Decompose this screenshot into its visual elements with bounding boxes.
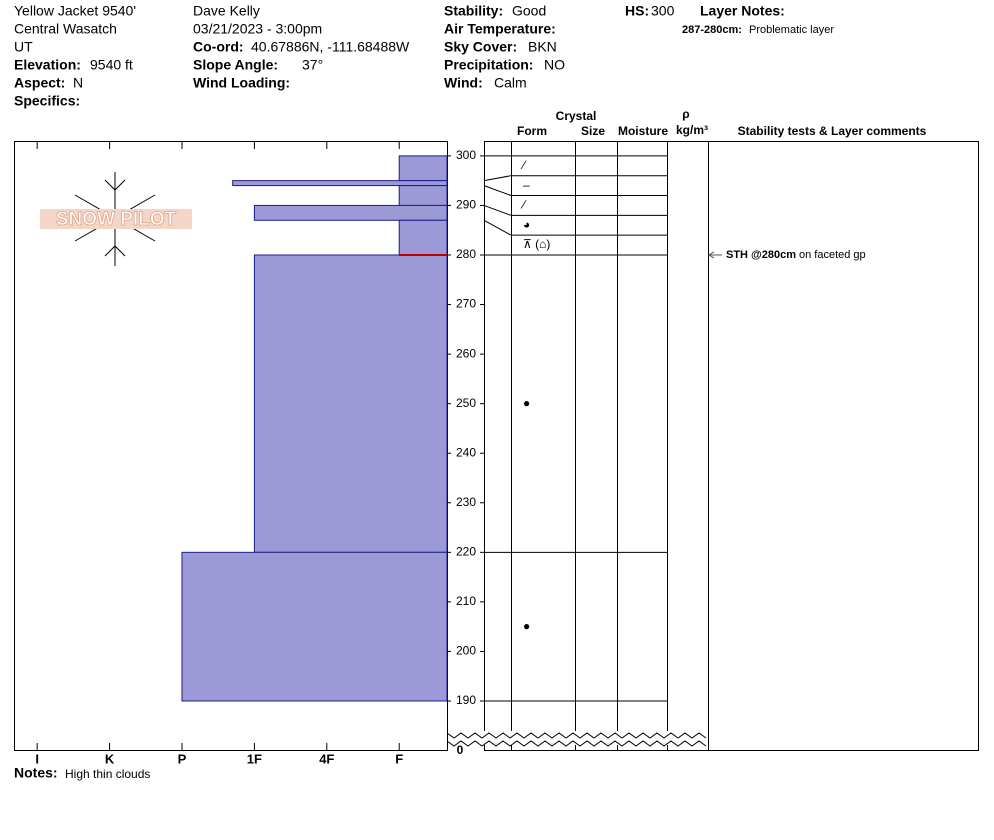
field-label: Slope Angle:	[193, 57, 278, 73]
field-value: 300	[651, 3, 675, 19]
test-arrowhead	[708, 251, 715, 259]
field-label: Air Temperature:	[444, 21, 556, 37]
logo-text: SNOW PILOT	[56, 209, 177, 230]
field-label: Precipitation:	[444, 57, 533, 73]
hardness-layer	[398, 155, 448, 182]
layer-connector	[483, 175, 512, 182]
y-tick-label: 260	[456, 346, 476, 360]
grain-form: ⊼ (⌂)	[523, 237, 550, 251]
hardness-layer	[253, 254, 448, 553]
grain-form: ∕	[520, 158, 527, 172]
location: UT	[14, 39, 33, 55]
grain-form: –	[523, 178, 530, 192]
grain-form: ∕	[520, 198, 527, 212]
y-tick-label: 200	[456, 644, 476, 658]
column-header: Stability tests & Layer comments	[738, 124, 927, 138]
y-tick-label: 250	[456, 396, 476, 410]
layer-connector	[483, 219, 512, 236]
hardness-layer	[253, 204, 448, 221]
hardness-label: P	[178, 751, 187, 766]
column-header: kg/m³	[676, 123, 708, 137]
field-value: 40.67886N, -111.68488W	[251, 39, 410, 55]
field-label: Layer Notes:	[700, 3, 785, 19]
observer: Dave Kelly	[193, 3, 260, 19]
grain-form: ●	[523, 396, 530, 410]
column-header: Moisture	[618, 124, 668, 138]
hardness-layer	[398, 219, 448, 256]
axis-break	[446, 732, 707, 739]
field-label: Elevation:	[14, 57, 81, 73]
field-value: BKN	[528, 39, 557, 55]
column-header: Form	[517, 124, 547, 138]
y-tick-label: 190	[456, 693, 476, 707]
y-tick-label: 210	[456, 594, 476, 608]
hardness-label: 4F	[319, 751, 334, 766]
test-result: STH @280cm	[726, 249, 796, 261]
field-label: Wind:	[444, 75, 483, 91]
hardness-label: 1F	[247, 751, 262, 766]
y-tick-label: 240	[456, 445, 476, 459]
hardness-label: F	[395, 751, 403, 766]
field-label: Aspect:	[14, 75, 65, 91]
field-label: Specifics:	[14, 93, 80, 109]
field-label: Wind Loading:	[193, 75, 290, 91]
hardness-layer	[232, 180, 448, 187]
y-tick-label: 300	[456, 148, 476, 162]
notes-text: High thin clouds	[65, 767, 150, 781]
grain-form: ●	[523, 619, 530, 633]
hardness-layer	[398, 185, 448, 206]
field-value: Good	[512, 3, 546, 19]
y-tick-label: 280	[456, 247, 476, 261]
location: Yellow Jacket 9540'	[14, 3, 136, 19]
hardness-layer	[181, 551, 448, 702]
field-label: Sky Cover:	[444, 39, 517, 55]
layer-note-range: 287-280cm:	[682, 24, 742, 36]
y-tick-label: 220	[456, 544, 476, 558]
field-value: N	[73, 75, 83, 91]
hardness-label: I	[35, 751, 39, 766]
notes-label: Notes:	[14, 765, 58, 781]
y-tick-label: 290	[456, 198, 476, 212]
column-header: Size	[581, 124, 605, 138]
column-header: ρ	[682, 107, 689, 121]
y-tick-label: 270	[456, 297, 476, 311]
grain-form: ◕	[523, 217, 530, 231]
axis-break	[446, 740, 707, 747]
location: Central Wasatch	[14, 21, 117, 37]
layer-connector	[483, 204, 512, 216]
column-header: Crystal	[556, 109, 597, 123]
logo-band	[40, 209, 192, 229]
field-value: NO	[544, 57, 565, 73]
test-comment: on faceted gp	[799, 249, 866, 261]
field-value: 37°	[302, 57, 323, 73]
field-label: HS:	[625, 3, 649, 19]
y-tick-label: 230	[456, 495, 476, 509]
field-label: Stability:	[444, 3, 503, 19]
layer-connector	[483, 185, 512, 196]
field-value: 9540 ft	[90, 57, 133, 73]
hardness-label: K	[105, 751, 115, 766]
profile-frame	[484, 141, 979, 751]
field-label: Co-ord:	[193, 39, 244, 55]
y-tick-label: 0	[457, 743, 464, 757]
datetime: 03/21/2023 - 3:00pm	[193, 21, 322, 37]
layer-note-text: Problematic layer	[749, 24, 834, 36]
field-value: Calm	[494, 75, 527, 91]
